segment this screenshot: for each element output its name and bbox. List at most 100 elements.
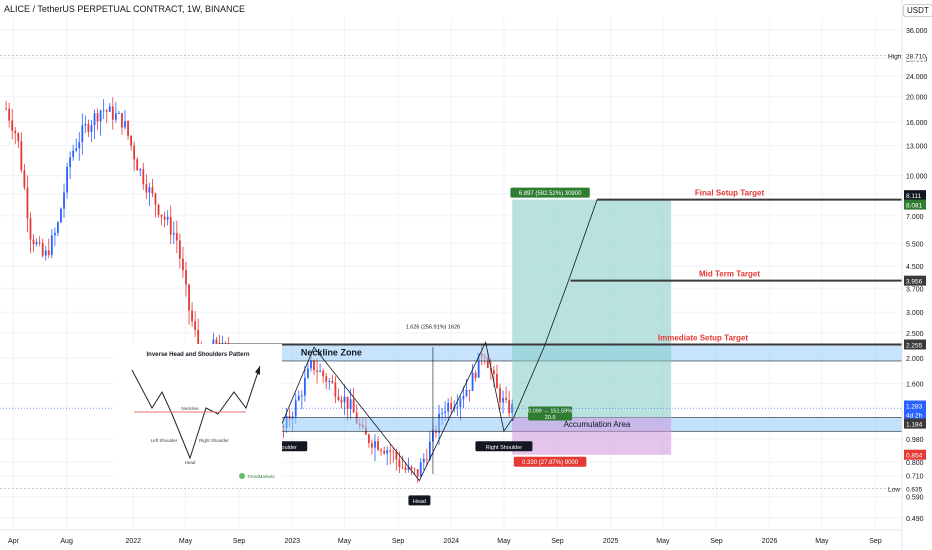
candle-body <box>14 130 17 134</box>
candle-body <box>300 395 303 397</box>
x-tick-label: 2025 <box>603 538 619 545</box>
y-tick-label: 0.590 <box>906 495 924 502</box>
candle-body <box>404 467 407 470</box>
candle-body <box>90 125 93 133</box>
level-badge-bg <box>904 199 926 210</box>
candle-body <box>508 399 511 414</box>
level-badge-bg <box>904 400 926 411</box>
target-badge: 6.897 (582.52%) 30900 <box>519 191 582 197</box>
candle-body <box>32 239 35 245</box>
inset-pattern-line <box>131 365 261 460</box>
candle-body <box>322 370 325 377</box>
candle-body <box>108 106 111 112</box>
candle-body <box>493 370 495 375</box>
x-tick-label: Sep <box>551 538 564 545</box>
brand-logo-icon <box>239 473 245 479</box>
candle-body <box>11 120 14 131</box>
candle-body <box>416 469 419 477</box>
candle-body <box>194 321 197 330</box>
candle-body <box>422 458 425 463</box>
candle-body <box>349 399 352 409</box>
inset-left-shoulder: Left Shoulder <box>151 438 178 443</box>
ratio-badge-bg <box>528 406 573 421</box>
candle-body <box>53 232 56 236</box>
candle-body <box>307 368 309 378</box>
candle-body <box>133 145 136 160</box>
level-badge: 0.635 <box>906 486 923 493</box>
candle-body <box>407 466 410 470</box>
candle-body <box>505 398 507 400</box>
candle-body <box>459 399 462 407</box>
level-badge-bg <box>904 339 926 350</box>
candle-body <box>142 169 145 185</box>
y-tick-label: 0.710 <box>906 474 924 481</box>
currency-selector[interactable]: USDT <box>903 4 932 17</box>
y-tick-label: 20.000 <box>906 95 928 102</box>
candle-body <box>148 187 151 193</box>
time-axis: Apr Aug 2022 May Sep 2023 May Sep 2024 May Sep 2025… <box>0 529 902 545</box>
candle-body <box>75 148 78 151</box>
candle-body <box>17 133 20 142</box>
candle-body <box>154 193 157 205</box>
candle-body <box>331 380 334 383</box>
candle-body <box>105 110 108 112</box>
inset-title: Inverse Head and Shoulders Pattern <box>146 352 249 358</box>
candle-body <box>81 125 84 143</box>
candle-body <box>334 382 337 397</box>
candle-body <box>502 398 504 403</box>
right-shoulder-label: Right Shoulder <box>486 445 523 451</box>
candle-body <box>78 142 81 149</box>
candle-body <box>303 377 306 396</box>
x-tick-label: May <box>656 538 670 545</box>
candle-body <box>69 157 72 168</box>
inset-panel: Inverse Head and Shoulders Pattern Neckl… <box>114 344 282 486</box>
candle-body <box>60 208 62 223</box>
candle-body <box>191 310 193 322</box>
candle-body <box>371 443 373 448</box>
candle-body <box>118 113 120 114</box>
candle-body <box>5 108 7 110</box>
candle-body <box>352 399 355 413</box>
candle-body <box>169 217 172 235</box>
candle-body <box>99 110 102 122</box>
y-tick-label: 16.000 <box>906 120 928 127</box>
price-axis: 36.00028.00024.00020.00016.00013.00010.0… <box>888 0 932 550</box>
level-badge: 1.283 <box>906 404 923 411</box>
inset-brand: TrendMarkets <box>247 474 275 479</box>
candle-body <box>499 388 501 403</box>
level-badge: 28.710 <box>906 54 926 61</box>
candle-body <box>41 243 44 256</box>
x-tick-label: 2024 <box>443 538 459 545</box>
x-tick-label: Sep <box>233 538 246 545</box>
target-label: Mid Term Target <box>699 270 760 279</box>
projection-path <box>511 199 598 422</box>
candle-body <box>428 441 431 460</box>
level-badge-bg <box>904 449 926 460</box>
x-tick-label: May <box>338 538 352 545</box>
y-tick-label: 4.500 <box>906 264 924 271</box>
level-badge-bg <box>904 418 926 429</box>
candle-body <box>325 376 328 382</box>
candle-body <box>392 451 395 453</box>
candle-body <box>23 170 26 188</box>
candle-body <box>444 411 447 414</box>
candle-body <box>50 235 53 255</box>
candle-body <box>124 121 126 128</box>
y-tick-label: 3.700 <box>906 286 924 293</box>
accumulation-zone-label: Accumulation Area <box>564 420 631 429</box>
candle-body <box>157 204 160 215</box>
candle-body <box>383 450 386 454</box>
candle-body <box>215 339 218 345</box>
y-tick-label: 24.000 <box>906 74 928 81</box>
candle-body <box>450 402 453 410</box>
target-label: Immediate Setup Target <box>658 333 748 342</box>
candle-body <box>96 113 99 122</box>
head-label-bg <box>408 495 431 506</box>
candle-body <box>8 108 11 121</box>
level-badge: 1.184 <box>906 422 923 429</box>
candle-body <box>425 458 428 460</box>
candle-body <box>63 192 65 209</box>
candle-body <box>328 380 331 382</box>
y-tick-label: 10.000 <box>906 173 928 180</box>
candle-body <box>102 110 105 112</box>
